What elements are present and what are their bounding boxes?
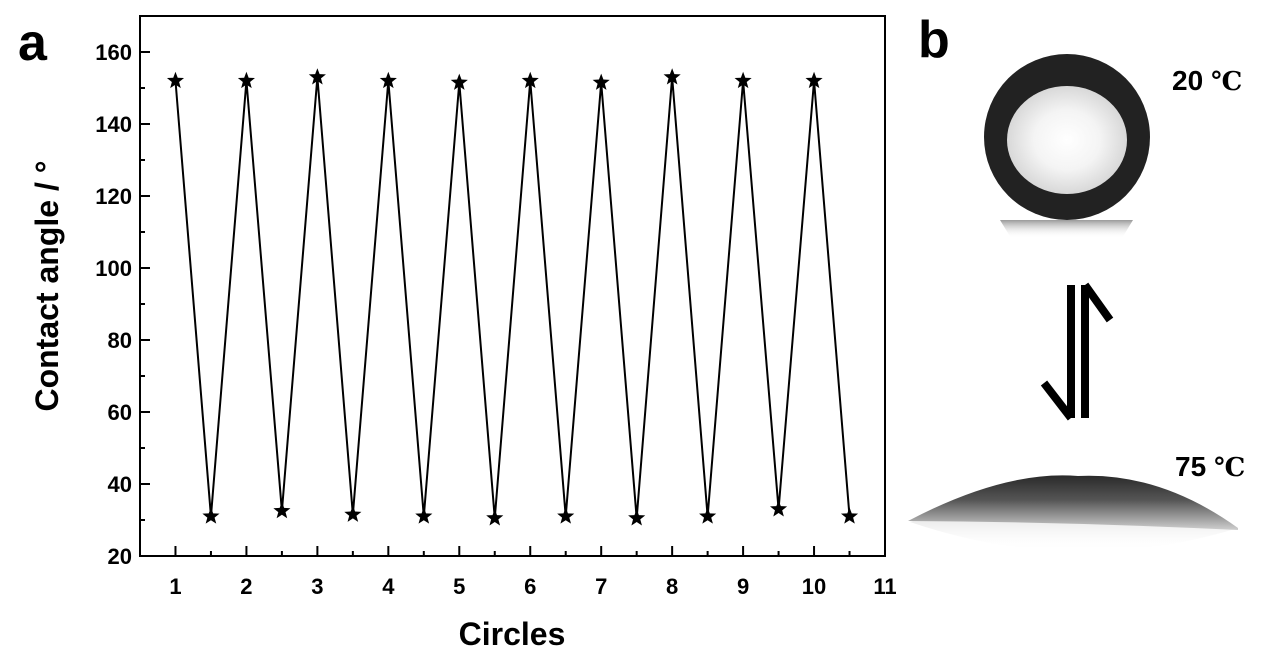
x-tick-label: 7: [595, 574, 607, 599]
series-line: [174, 77, 851, 519]
data-point-star: [557, 507, 575, 524]
y-tick-label: 40: [108, 472, 132, 497]
temperature-label-20: 20 ℃: [1172, 65, 1242, 97]
data-point-star: [486, 509, 504, 526]
data-point-star: [415, 507, 433, 524]
x-tick-label: 8: [666, 574, 678, 599]
y-tick-label: 80: [108, 328, 132, 353]
x-tick-label: 5: [453, 574, 465, 599]
y-axis-title: Contact angle / °: [29, 160, 65, 411]
x-tick-label: 11: [873, 574, 896, 599]
data-point-star: [805, 71, 823, 89]
data-point-star: [202, 507, 220, 524]
data-point-star: [166, 71, 185, 89]
droplet-image-75c: [908, 475, 1238, 552]
data-point-star: [663, 68, 681, 85]
x-tick-label: 4: [382, 574, 395, 599]
y-tick-label: 140: [95, 112, 132, 137]
contact-angle-chart: 20 40 60 80 100 120 140 160 1 2 3 4 5 6 7 8 9 10 11 Circl…: [29, 15, 897, 652]
y-tick-label: 120: [95, 184, 132, 209]
y-tick-label: 160: [95, 40, 132, 65]
data-point-star: [840, 507, 859, 524]
y-tick-label: 100: [95, 256, 132, 281]
data-point-star: [450, 73, 468, 90]
droplet-inner-highlight: [1007, 86, 1127, 194]
plot-frame: [139, 15, 886, 557]
data-point-star: [734, 71, 752, 89]
panel-a-label: a: [18, 14, 48, 72]
droplet-image-20c: [984, 54, 1150, 238]
reversible-arrows-icon: [1040, 282, 1114, 421]
y-axis-ticks: 20 40 60 80 100 120 140 160: [95, 40, 150, 569]
temperature-label-75: 75 ℃: [1175, 451, 1245, 483]
data-point-star: [237, 71, 255, 89]
x-tick-label: 2: [240, 574, 252, 599]
droplet-reflection: [1000, 220, 1133, 238]
x-tick-label: 10: [802, 574, 826, 599]
data-point-star: [344, 505, 362, 522]
x-tick-label: 3: [311, 574, 323, 599]
data-point-star: [273, 502, 291, 519]
y-tick-label: 20: [108, 544, 132, 569]
data-point-star: [521, 71, 539, 89]
data-point-star: [592, 73, 610, 90]
data-point-star: [379, 71, 397, 89]
data-point-star: [308, 68, 326, 85]
x-tick-label: 9: [737, 574, 749, 599]
series-line-group: [174, 77, 851, 519]
panel-b-label: b: [918, 11, 950, 69]
y-tick-label: 60: [108, 400, 132, 425]
data-point-star: [770, 500, 788, 517]
data-point-star: [628, 509, 646, 526]
x-tick-label: 6: [524, 574, 536, 599]
series-markers-group: [166, 68, 859, 526]
x-axis-title: Circles: [459, 616, 566, 652]
data-point-star: [699, 507, 717, 524]
droplet-body: [908, 475, 1238, 530]
x-tick-label: 1: [169, 574, 181, 599]
panel-b-droplets: 20 ℃ 75 ℃: [908, 54, 1245, 552]
x-axis-ticks: 1 2 3 4 5 6 7 8 9 10 11: [169, 546, 897, 599]
